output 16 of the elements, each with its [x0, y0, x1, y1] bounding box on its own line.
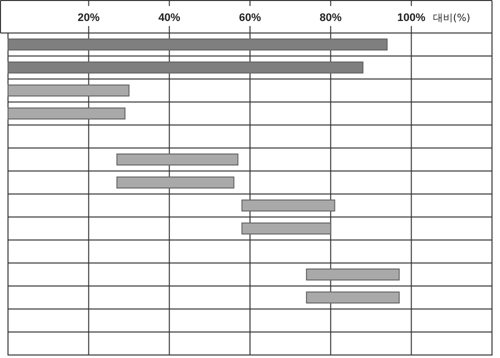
bar [116, 154, 238, 166]
bar [8, 62, 364, 74]
bar [8, 84, 130, 96]
bar [306, 268, 400, 280]
bar [306, 292, 400, 304]
x-tick-label: 40% [158, 12, 181, 24]
x-tick-label: 60% [238, 12, 262, 24]
x-tick-label: 20% [78, 12, 100, 24]
bar [8, 38, 388, 50]
text: 대비(%) [433, 13, 470, 24]
bar [8, 108, 126, 120]
x-tick-label: 100% [397, 12, 426, 24]
x-tick-label: 80% [320, 12, 342, 24]
bar [116, 176, 234, 188]
bar [241, 222, 332, 234]
bar [241, 200, 336, 212]
